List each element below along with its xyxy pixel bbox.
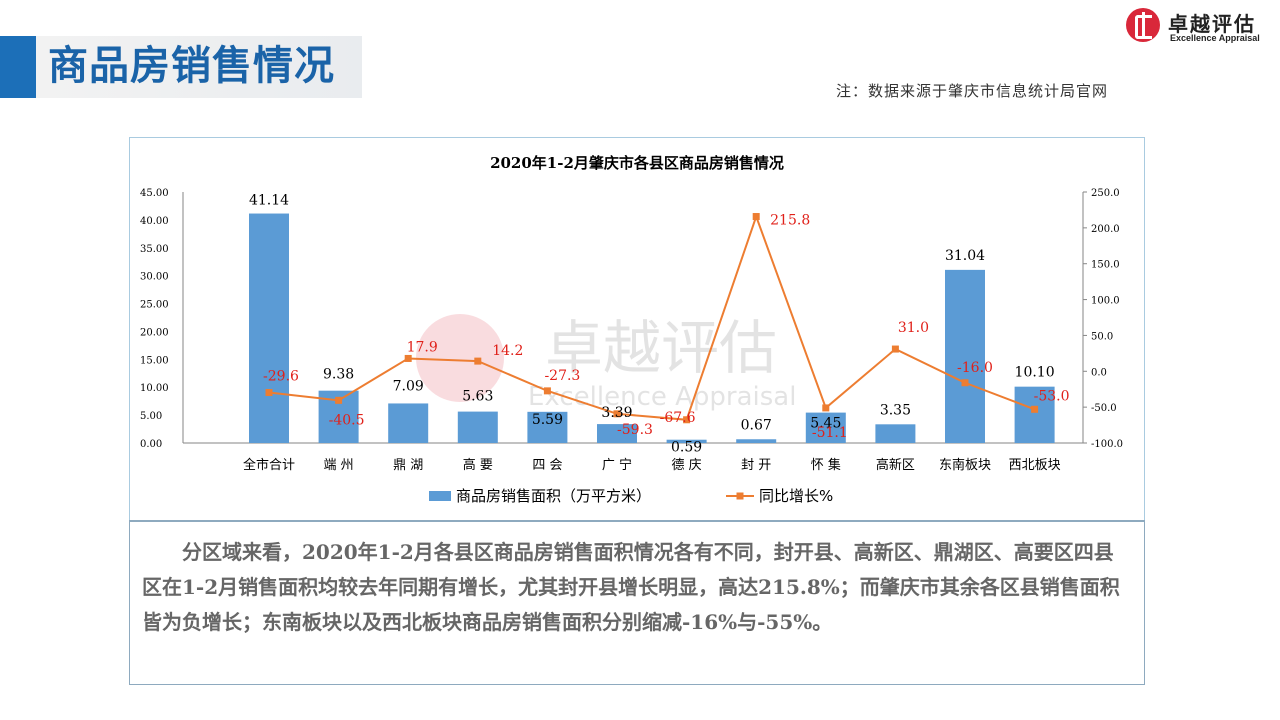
right-tick-label: 0.0 [1091,367,1107,378]
x-tick-label: 全市合计 [243,457,295,473]
legend-bar-swatch [429,491,451,501]
right-tick-label: -50.0 [1091,403,1117,414]
left-tick-label: 30.00 [140,272,169,283]
growth-point [613,410,621,418]
bar-data-label: 5.59 [532,412,563,428]
growth-point [891,345,899,353]
logo-name-en: Excellence Appraisal [1170,33,1260,43]
line-data-label: -51.1 [812,425,848,441]
x-tick-label: 高 要 [463,457,493,473]
bar-data-label: 3.35 [880,402,911,418]
right-tick-label: 150.0 [1091,260,1120,271]
chart-title: 2020年1-2月肇庆市各县区商品房销售情况 [490,154,784,172]
x-tick-label: 端 州 [324,458,354,473]
growth-point [265,389,273,397]
bar-data-label: 5.63 [462,389,493,405]
bar [457,411,498,443]
x-tick-label: 鼎 湖 [393,458,423,473]
bar [875,424,916,443]
growth-point [961,379,969,387]
left-tick-label: 0.00 [140,439,162,450]
line-data-label: -27.3 [544,368,580,384]
bar-data-label: 41.14 [249,193,289,209]
right-tick-label: 200.0 [1091,224,1120,235]
bar-data-label: 7.09 [393,378,424,394]
growth-point [752,213,760,221]
left-tick-label: 20.00 [140,327,169,338]
line-data-label: 31.0 [898,320,929,336]
bar [388,403,429,443]
title-background [36,36,362,98]
left-tick-label: 25.00 [140,300,169,311]
line-data-label: -59.3 [617,422,653,438]
bar-data-label: 5.45 [810,416,841,432]
right-tick-label: 250.0 [1091,188,1120,199]
watermark-logo-icon [416,314,504,402]
right-tick-label: -100.0 [1091,439,1123,450]
left-tick-label: 45.00 [140,188,169,199]
left-tick-label: 15.00 [140,355,169,366]
chart-panel: 卓越评估 Excellence Appraisal 2020年1-2月肇庆市各县区商… [129,137,1145,522]
page-title: 商品房销售情况 [48,43,335,89]
x-tick-label: 封 开 [741,458,771,473]
growth-point [1031,405,1039,413]
right-tick-label: 100.0 [1091,296,1120,307]
line-data-label: 215.8 [770,213,810,229]
bar-data-label: 31.04 [945,248,985,264]
growth-line [268,213,1035,421]
x-tick-label: 高新区 [876,457,915,473]
x-tick-label: 西北板块 [1009,458,1061,473]
left-tick-label: 5.00 [140,411,162,422]
bar [597,424,637,443]
legend-line-label: 同比增长% [759,487,833,505]
line-data-label: -40.5 [329,412,365,428]
bar [805,412,846,443]
left-tick-label: 10.00 [140,383,169,394]
growth-point [474,357,482,365]
line-data-label: -29.6 [263,369,299,385]
growth-point [822,404,830,412]
bar-data-label: 10.10 [1015,365,1055,381]
growth-point [683,416,691,424]
bar-data-label: 3.39 [601,405,632,421]
company-logo: 卓越评估 Excellence Appraisal [1126,6,1276,46]
growth-point [335,396,343,404]
growth-point [404,354,412,362]
summary-text: 分区域来看，2020年1-2月各县区商品房销售面积情况各有不同，封开县、高新区、… [142,540,1120,634]
bar-data-label: 0.59 [671,440,702,456]
title-accent-bar [0,36,36,98]
left-tick-label: 35.00 [140,244,169,255]
bar [527,411,568,443]
line-data-label: 17.9 [407,339,438,355]
line-data-label: -53.0 [1034,388,1070,404]
legend-line-marker [736,492,744,500]
bar [666,439,707,443]
logo-name-cn: 卓越评估 [1168,12,1256,36]
line-data-label: 14.2 [492,343,523,359]
bar-data-label: 9.38 [323,367,354,383]
x-tick-label: 东南板块 [939,457,991,473]
x-tick-label: 德 庆 [672,458,702,473]
x-tick-label: 广 宁 [602,457,632,473]
line-data-label: -67.6 [660,410,696,426]
legend-bar-label: 商品房销售面积（万平方米） [456,487,651,505]
bar [945,269,985,443]
bar [249,213,289,443]
watermark-text-en: Excellence Appraisal [528,382,796,412]
x-tick-label: 四 会 [532,458,562,473]
growth-point [543,387,551,395]
logo-icon [1126,8,1160,42]
left-tick-label: 40.00 [140,216,169,227]
summary-panel: 分区域来看，2020年1-2月各县区商品房销售面积情况各有不同，封开县、高新区、… [129,520,1145,685]
watermark-text-cn: 卓越评估 [545,314,777,382]
line-data-label: -16.0 [957,360,993,376]
x-tick-label: 怀 集 [811,457,841,473]
bar [1014,386,1055,443]
bar [736,439,777,443]
bar-data-label: 0.67 [741,417,772,433]
source-note: 注：数据来源于肇庆市信息统计局官网 [836,82,1109,100]
right-tick-label: 50.0 [1091,331,1113,342]
